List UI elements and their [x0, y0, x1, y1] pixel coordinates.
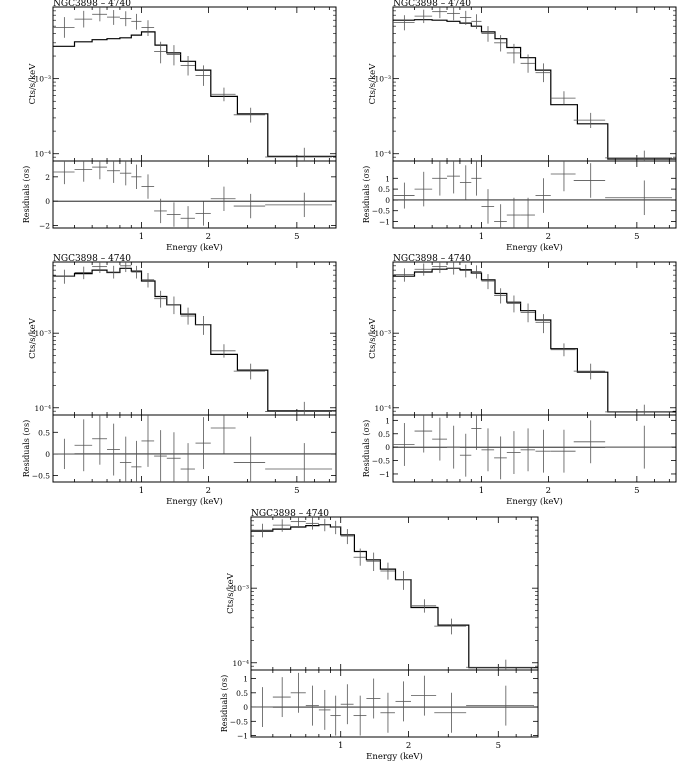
y-tick-label-res: −0.5	[230, 717, 248, 726]
spectrum-frame	[52, 6, 337, 162]
y-tick-label-top: 10⁻³	[374, 75, 391, 84]
y-tick-label-res: 0.5	[378, 430, 390, 439]
y-tick-label-res: 0	[385, 196, 390, 205]
x-tick-label: 1	[338, 741, 343, 751]
panel-title: NGC3898 – 4740	[393, 254, 471, 264]
x-axis-label: Energy (keV)	[506, 242, 563, 253]
panel-title: NGC3898 – 4740	[393, 0, 471, 9]
x-tick-label: 1	[139, 486, 144, 496]
y-tick-label-res: −2	[39, 222, 50, 231]
spectrum-frame	[250, 516, 539, 671]
y-tick-label-res: −0.5	[372, 457, 390, 466]
residuals-frame	[52, 414, 337, 483]
x-tick-label: 5	[634, 232, 639, 242]
y-tick-label-res: 2	[45, 173, 50, 182]
x-tick-label: 1	[139, 232, 144, 242]
y-tick-label-res: −0.5	[32, 472, 50, 481]
y-tick-label-res: 0	[243, 703, 248, 712]
y-tick-label-res: −1	[237, 732, 248, 741]
x-tick-label: 2	[406, 741, 411, 751]
x-tick-label: 5	[294, 486, 299, 496]
x-tick-label: 2	[546, 486, 551, 496]
residuals-frame	[52, 160, 337, 229]
x-axis-label: Energy (keV)	[366, 751, 423, 761]
x-axis-label: Energy (keV)	[166, 242, 223, 253]
spectrum-panel-2: NGC3898 – 4740 1 2 5 Energy (keV) 10⁻³ 10⁻⁴ Cts…	[362, 0, 677, 253]
y-axis-label-top: Cts/s/keV	[28, 63, 38, 105]
x-tick-label: 1	[479, 232, 484, 242]
y-tick-label-top: 10⁻⁴	[374, 404, 391, 413]
model-step-line	[251, 524, 538, 669]
y-tick-label-top: 10⁻³	[374, 329, 391, 338]
x-tick-label: 5	[496, 741, 501, 751]
panel-title: NGC3898 – 4740	[53, 0, 131, 9]
y-tick-label-res: 1	[385, 416, 390, 425]
y-tick-label-top: 10⁻⁴	[232, 659, 249, 668]
y-axis-label-top: Cts/s/keV	[368, 317, 378, 359]
y-tick-label-res: −1	[379, 218, 390, 227]
panel-title: NGC3898 – 4740	[53, 254, 131, 264]
y-axis-label-res: Residuals (σs)	[362, 420, 371, 477]
y-axis-label-res: Residuals (σs)	[22, 420, 31, 477]
y-tick-label-top: 10⁻³	[34, 75, 51, 84]
x-tick-label: 2	[206, 486, 211, 496]
residuals-frame	[392, 414, 677, 483]
y-tick-label-res: 0.5	[38, 428, 50, 437]
x-tick-label: 5	[294, 232, 299, 242]
y-tick-label-top: 10⁻⁴	[374, 150, 391, 159]
spectrum-frame	[52, 261, 337, 416]
x-tick-label: 5	[634, 486, 639, 496]
y-axis-label-res: Residuals (σs)	[22, 166, 31, 223]
y-axis-label-top: Cts/s/keV	[368, 63, 378, 105]
y-tick-label-res: 0.5	[378, 185, 390, 194]
y-axis-label-res: Residuals (σs)	[220, 675, 229, 732]
residuals-frame	[392, 160, 677, 229]
panels-group: NGC3898 – 4740 1 2 5 Energy (keV) 10⁻³ 10⁻⁴ Cts…	[22, 0, 677, 761]
y-tick-label-res: 1	[243, 675, 248, 684]
y-tick-label-res: 0.5	[236, 689, 248, 698]
y-axis-label-top: Cts/s/keV	[226, 572, 236, 614]
y-axis-label-top: Cts/s/keV	[28, 317, 38, 359]
y-tick-label-res: 1	[385, 174, 390, 183]
y-axis-label-res: Residuals (σs)	[362, 166, 371, 223]
spectrum-panel-4: NGC3898 – 4740 1 2 5 Energy (keV) 10⁻³ 10⁻⁴ Cts…	[362, 254, 677, 507]
spectrum-panel-1: NGC3898 – 4740 1 2 5 Energy (keV) 10⁻³ 10⁻⁴ Cts…	[22, 0, 337, 253]
model-step-line	[53, 267, 336, 412]
model-step-line	[393, 19, 676, 160]
y-tick-label-res: −0.5	[372, 207, 390, 216]
y-tick-label-top: 10⁻³	[34, 329, 51, 338]
y-tick-label-res: 0	[385, 443, 390, 452]
spectrum-frame	[392, 261, 677, 416]
spectrum-panel-3: NGC3898 – 4740 1 2 5 Energy (keV) 10⁻³ 10⁻⁴ Cts…	[22, 254, 337, 507]
x-tick-label: 1	[479, 486, 484, 496]
y-tick-label-res: 0	[45, 450, 50, 459]
x-tick-label: 2	[206, 232, 211, 242]
model-step-line	[53, 31, 336, 157]
x-axis-label: Energy (keV)	[166, 496, 223, 507]
x-tick-label: 2	[546, 232, 551, 242]
x-axis-label: Energy (keV)	[506, 496, 563, 507]
residuals-frame	[250, 669, 539, 738]
model-step-line	[393, 267, 676, 413]
spectrum-frame	[392, 6, 677, 162]
y-tick-label-res: −1	[379, 470, 390, 479]
y-tick-label-top: 10⁻³	[232, 584, 249, 593]
y-tick-label-top: 10⁻⁴	[34, 404, 51, 413]
spectrum-panel-5: NGC3898 – 4740 1 2 5 Energy (keV) 10⁻³ 10⁻⁴ Cts…	[220, 509, 539, 761]
y-tick-label-top: 10⁻⁴	[34, 150, 51, 159]
y-tick-label-res: 0	[45, 197, 50, 206]
panel-title: NGC3898 – 4740	[251, 509, 329, 519]
